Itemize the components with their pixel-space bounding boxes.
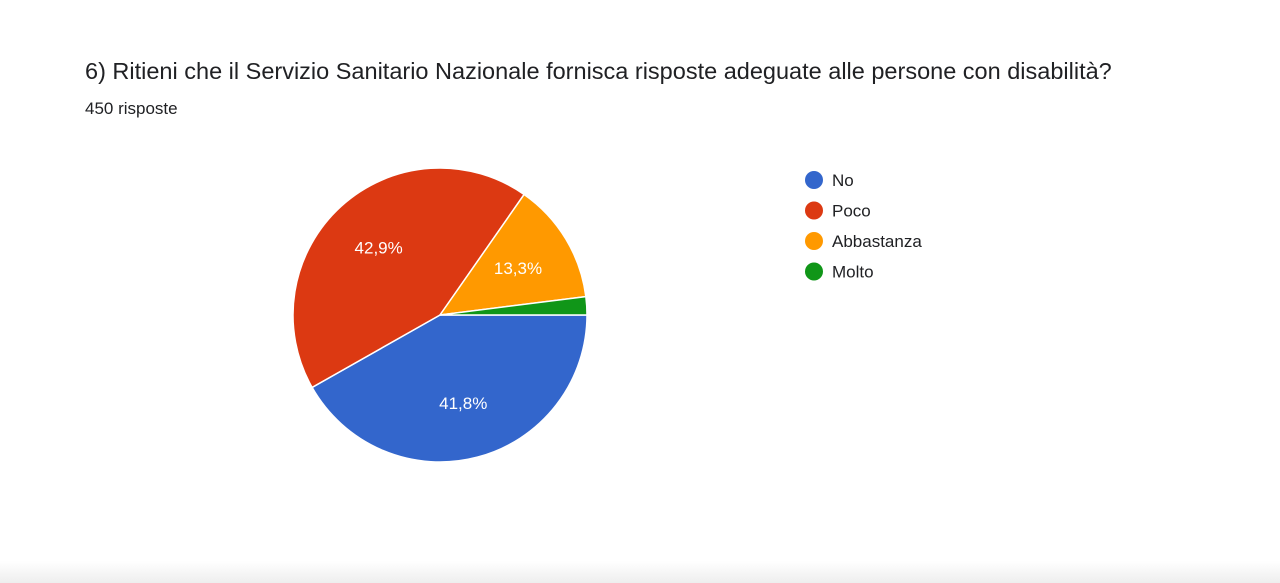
legend-label: Abbastanza [832,232,922,251]
legend-label: Molto [832,263,874,282]
page-bottom-shadow [0,561,1280,583]
pie-slices [292,167,588,463]
pie-slice-poco [292,167,526,389]
legend-item-abbastanza: Abbastanza [805,232,922,251]
chart-legend: No Poco Abbastanza Molto [805,171,922,282]
legend-item-molto: Molto [805,262,874,282]
legend-swatch [805,201,823,220]
slice-label-abbastanza: 13,3% [494,259,542,278]
legend-label: No [832,171,854,190]
legend-label: Poco [832,202,871,221]
slice-label-poco: 42,9% [355,239,403,258]
legend-swatch [805,262,823,281]
slice-label-no: 41,8% [439,394,487,413]
legend-item-poco: Poco [805,201,871,221]
legend-swatch [805,232,823,250]
pie-slice-abbastanza [438,193,587,316]
pie-slice-molto [439,295,588,316]
pie-labels: 41,8% 42,9% 13,3% [355,239,543,414]
legend-swatch [805,171,823,189]
legend-item-no: No [805,171,854,190]
response-count: 450 risposte [85,99,178,118]
pie-slice-no [311,314,588,463]
question-title: 6) Ritieni che il Servizio Sanitario Naz… [85,58,1112,84]
